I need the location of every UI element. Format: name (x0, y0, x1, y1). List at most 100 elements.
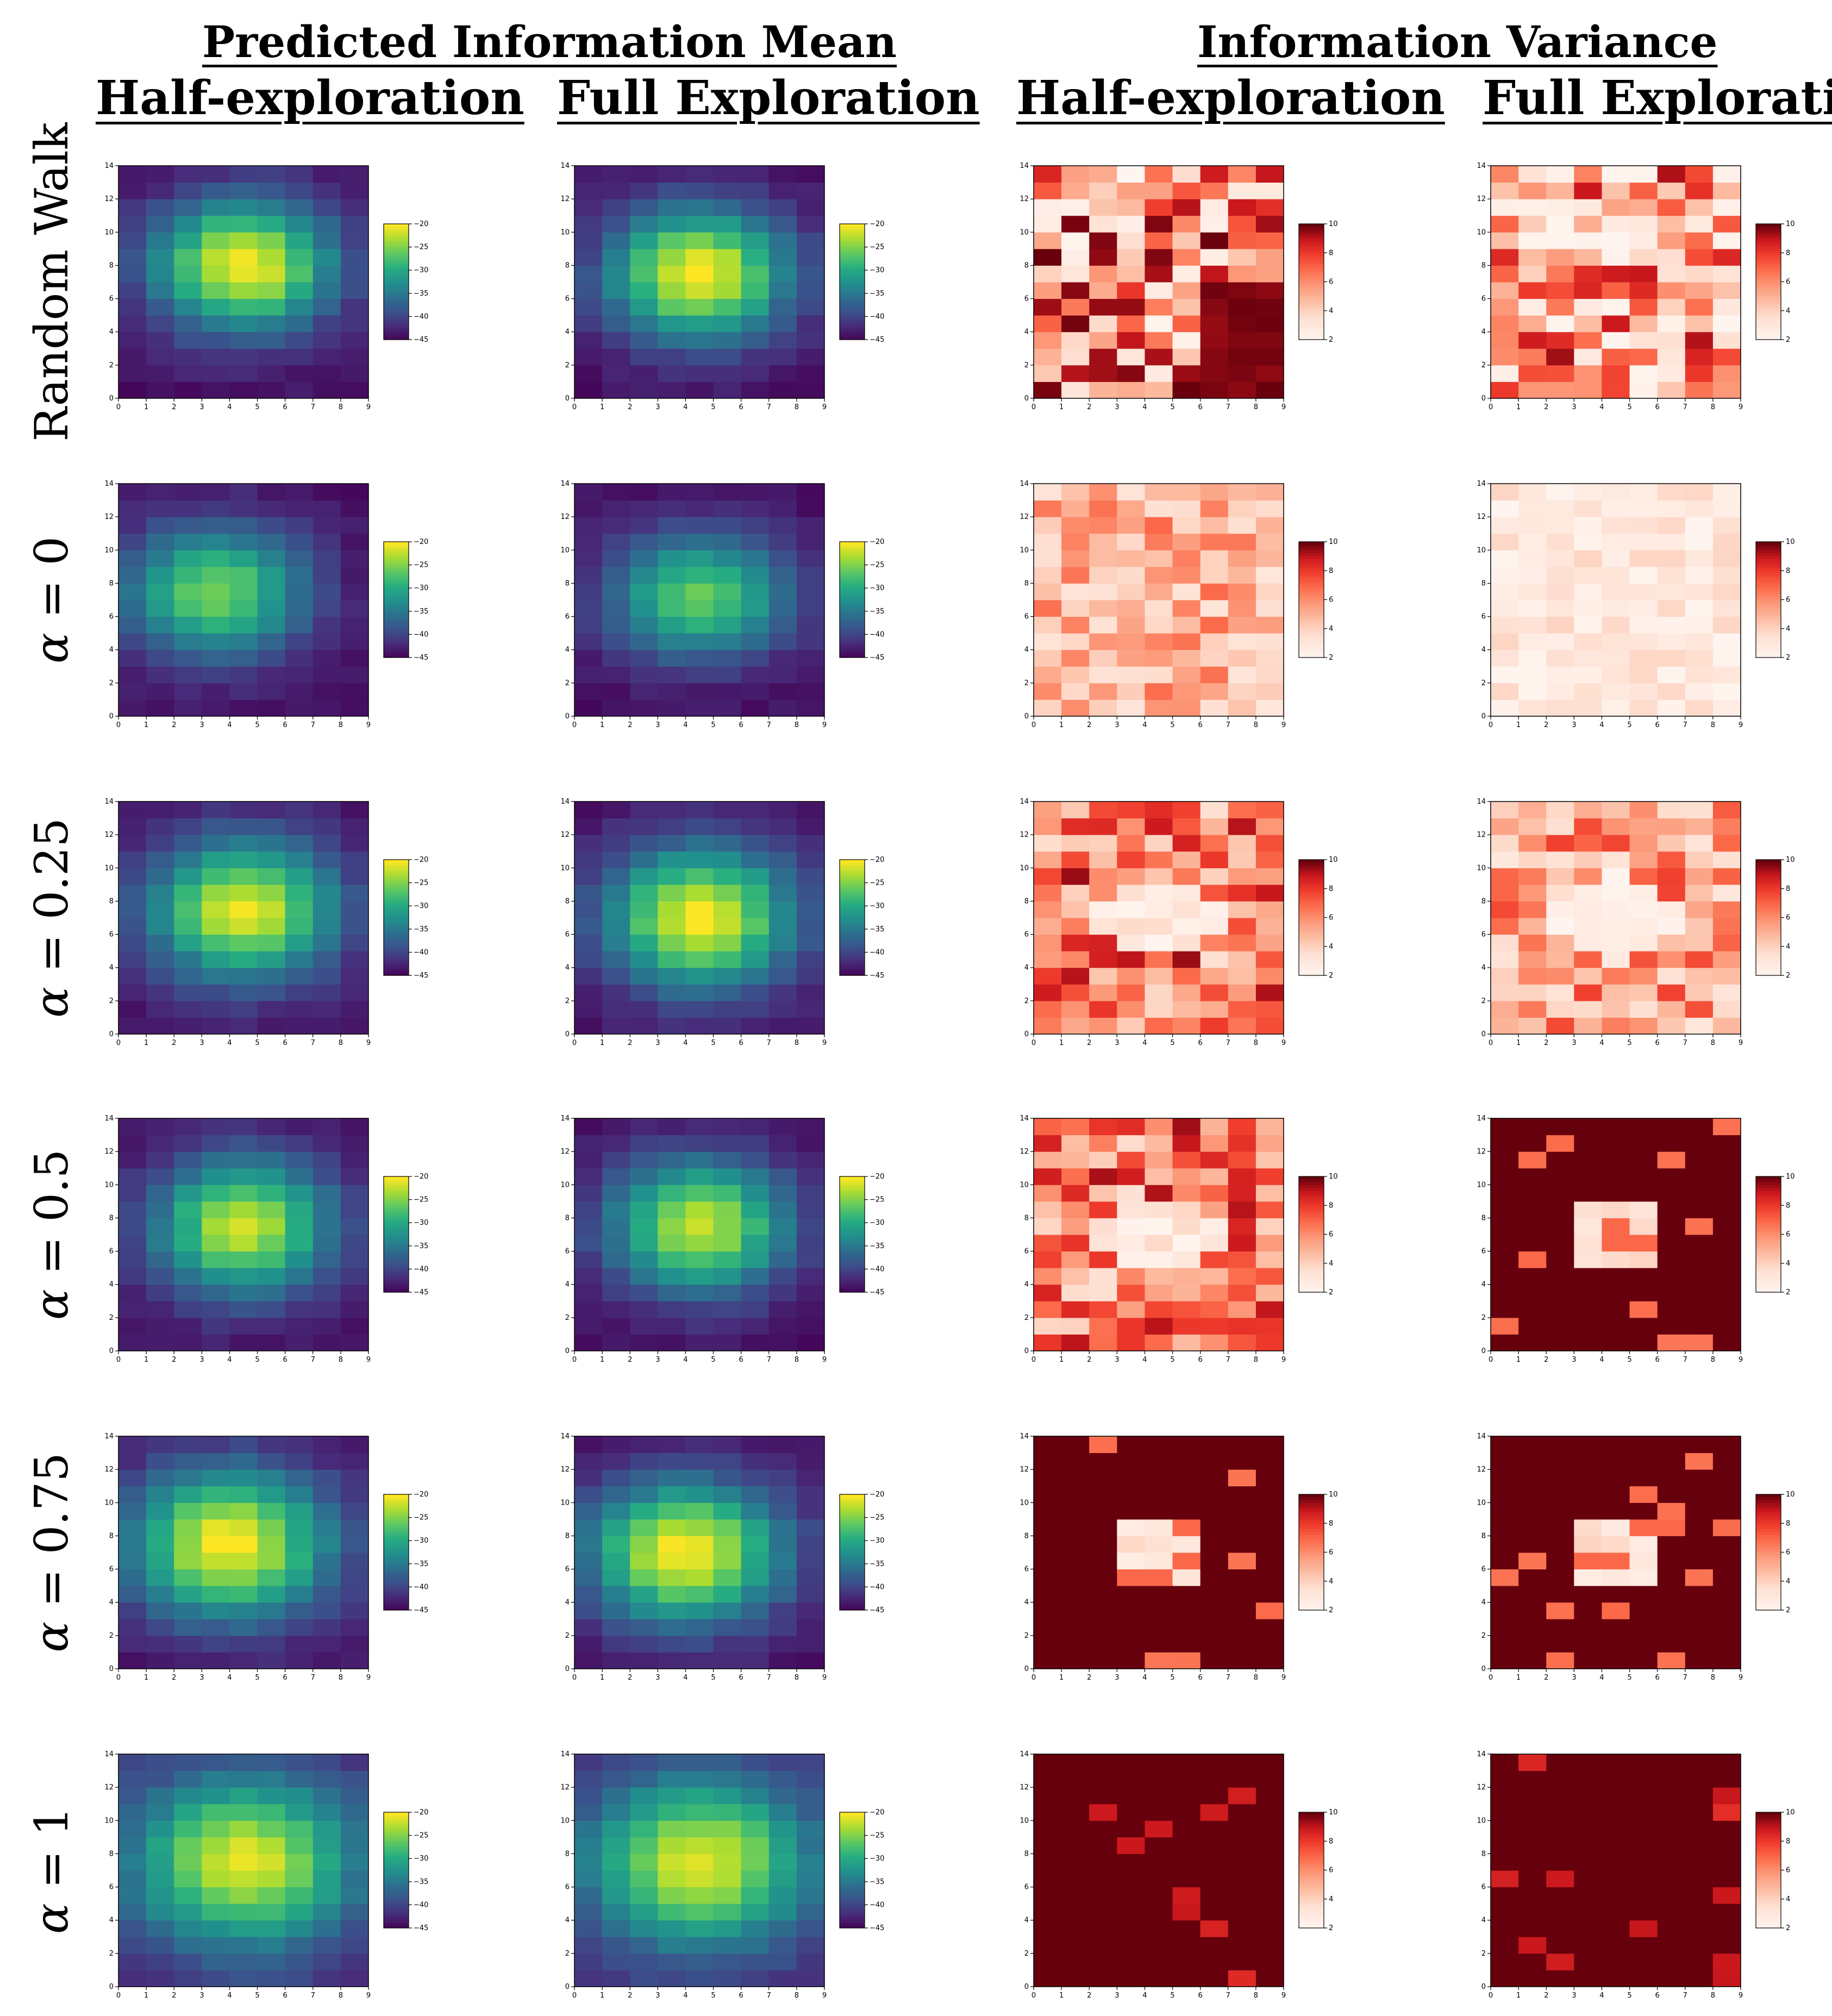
heatmap-cell (1034, 1000, 1062, 1018)
heatmap-cell (174, 1937, 202, 1954)
heatmap-cell (1685, 835, 1714, 852)
heatmap-cell (1657, 1201, 1686, 1218)
heatmap-cell (1602, 600, 1630, 617)
heatmap-cell (1200, 1185, 1229, 1202)
heatmap-cell (1629, 1201, 1658, 1218)
heatmap-cell (741, 1870, 770, 1888)
heatmap-cell (1228, 1635, 1256, 1652)
heatmap-cell (1491, 298, 1519, 316)
heatmap-cell (1228, 666, 1256, 684)
colorbar-segment (840, 316, 865, 320)
heatmap-cell (1145, 984, 1173, 1001)
heatmap-cell (229, 1887, 258, 1904)
colorbar-segment (1299, 582, 1324, 586)
colorbar-segment (1299, 915, 1324, 918)
heatmap-cell (340, 517, 369, 534)
colorbar-segment (1756, 576, 1781, 580)
heatmap-cell (1117, 550, 1145, 567)
heatmap-cell (257, 1602, 286, 1619)
colorbar-segment (840, 1520, 865, 1524)
heatmap-cell (1061, 851, 1090, 868)
colorbar-tick-label: 8 (1786, 1519, 1790, 1527)
x-tick-label: 0 (1031, 1039, 1036, 1047)
heatmap-cell (1061, 1486, 1090, 1503)
y-tick-label: 0 (1481, 395, 1486, 403)
colorbar-segment (384, 952, 409, 956)
heatmap-cell (1089, 1804, 1117, 1821)
heatmap-cell (574, 315, 603, 333)
heatmap-cell (118, 1937, 147, 1954)
colorbar-segment (384, 1529, 409, 1532)
heatmap-cell (1145, 649, 1173, 667)
heatmap-cell (1200, 1652, 1229, 1669)
y-tick-label: 2 (1024, 1314, 1029, 1322)
heatmap-cell (658, 348, 686, 366)
heatmap-cell (1089, 699, 1117, 717)
heatmap-cell (229, 1334, 258, 1351)
heatmap-cell (1255, 666, 1284, 684)
heatmap-cell (1034, 1937, 1062, 1954)
colorbar-segment (1299, 562, 1324, 566)
colorbar-tick-label: −35 (414, 290, 428, 298)
heatmap-cell (1034, 1118, 1062, 1136)
y-tick-label: 6 (109, 931, 114, 939)
heatmap-cell (285, 1201, 314, 1218)
heatmap-cell (1255, 1201, 1284, 1218)
heatmap-cell (1172, 1151, 1201, 1169)
heatmap-cell (685, 1937, 714, 1954)
colorbar-segment (840, 637, 865, 641)
colorbar-segment (1299, 599, 1324, 603)
heatmap-cell (768, 265, 797, 283)
colorbar-tick-label: 6 (1329, 596, 1333, 604)
heatmap-cell (796, 1268, 825, 1285)
heatmap-cell (602, 1469, 630, 1487)
heatmap-cell (1061, 1953, 1090, 1970)
heatmap-cell (146, 649, 174, 667)
heatmap-cell (1712, 1436, 1741, 1454)
colorbar-segment (840, 1881, 865, 1885)
heatmap-cell (1629, 699, 1658, 717)
heatmap-cell (741, 1436, 770, 1454)
x-tick-label: 5 (1170, 1039, 1174, 1047)
colorbar-tick-label: 10 (1786, 1491, 1795, 1499)
heatmap-cell (1518, 1837, 1547, 1854)
colorbar-segment (384, 588, 409, 592)
colorbar-segment (384, 593, 409, 597)
x-tick-label: 3 (1572, 1039, 1576, 1047)
heatmap-cell (1172, 199, 1201, 216)
heatmap-cell (1034, 1251, 1062, 1268)
y-tick-label: 10 (104, 1817, 114, 1825)
heatmap-cell (285, 633, 314, 650)
heatmap-cell (312, 802, 341, 819)
heatmap-cell (1255, 1151, 1284, 1169)
heatmap-cell (1685, 984, 1714, 1001)
colorbar-segment (840, 903, 865, 906)
heatmap-cell (1491, 1469, 1519, 1487)
heatmap-cell (1657, 901, 1686, 918)
heatmap-cell (312, 1334, 341, 1351)
heatmap-cell (1061, 1770, 1090, 1788)
heatmap-cell (658, 1436, 686, 1454)
heatmap-cell (796, 583, 825, 600)
heatmap-cell (1491, 1619, 1519, 1636)
heatmap-cell (658, 1151, 686, 1169)
heatmap-cell (229, 901, 258, 918)
heatmap-cell (229, 248, 258, 266)
colorbar-segment (1299, 1876, 1324, 1880)
colorbar-tick-label: −45 (870, 1606, 884, 1614)
heatmap-cell (229, 835, 258, 852)
heatmap-cell (1172, 1854, 1201, 1871)
heatmap-cell (1518, 1135, 1547, 1152)
heatmap-cell (1574, 248, 1602, 266)
x-tick-label: 2 (628, 1356, 632, 1364)
heatmap-cell (1089, 182, 1117, 199)
heatmap-cell (741, 1904, 770, 1921)
colorbar-segment (384, 553, 409, 557)
plot-frame (1490, 801, 1741, 1035)
heatmap-cell (1172, 1469, 1201, 1487)
heatmap-cell (1117, 1754, 1145, 1771)
heatmap-cell (1491, 616, 1519, 634)
colorbar-segment (384, 1225, 409, 1229)
colorbar-segment (1299, 293, 1324, 297)
x-tick-label: 7 (767, 1992, 771, 2000)
